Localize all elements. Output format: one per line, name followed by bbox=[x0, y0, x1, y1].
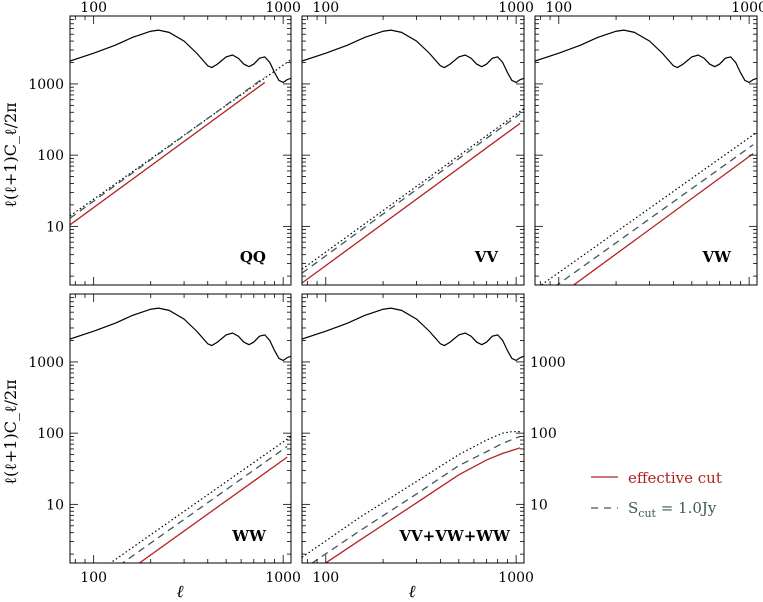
panel-vw: 100 1000 VW bbox=[534, 0, 763, 286]
dotted-series-line bbox=[540, 131, 757, 285]
x-tick-label: 100 bbox=[312, 0, 339, 16]
solid-series-line bbox=[302, 122, 521, 284]
panel-label: WW bbox=[231, 527, 267, 545]
panel-label: VV+VW+WW bbox=[398, 527, 511, 545]
solid-series-line bbox=[138, 456, 288, 563]
x-tick-label: 1000 bbox=[498, 0, 534, 16]
panel-label: QQ bbox=[240, 248, 266, 266]
cmb-spectrum-line bbox=[70, 307, 291, 362]
y-tick-label: 1000 bbox=[28, 77, 64, 93]
legend-scut-rest: = 1.0Jy bbox=[656, 499, 717, 517]
dotted-series-line bbox=[302, 108, 524, 270]
x-tick-label: 100 bbox=[80, 0, 107, 16]
dotted-series-line bbox=[109, 435, 291, 563]
y-tick-label: 100 bbox=[37, 426, 64, 442]
y-tick-label: 10 bbox=[46, 497, 64, 513]
legend: effective cut Scut = 1.0Jy bbox=[591, 469, 722, 520]
plot-area bbox=[70, 29, 291, 226]
dashed-series-line bbox=[302, 113, 521, 274]
solid-series-line bbox=[324, 447, 521, 563]
y-tick-label: 10 bbox=[530, 497, 548, 513]
plot-area bbox=[535, 29, 757, 285]
x-tick-label: 1000 bbox=[731, 0, 763, 16]
panel-frame bbox=[534, 15, 758, 286]
legend-scut-main: S bbox=[628, 499, 638, 517]
legend-scut-sub: cut bbox=[638, 507, 656, 520]
solid-series-line bbox=[70, 81, 266, 226]
dashed-series-line bbox=[311, 435, 521, 563]
y-tick-label: 100 bbox=[37, 148, 64, 164]
x-tick-label: 100 bbox=[80, 570, 107, 586]
panel-vv-vw-ww: 100 1000 10 100 1000 VV+VW+WW bbox=[301, 293, 566, 586]
panel-label: VW bbox=[702, 248, 733, 266]
x-tick-label: 100 bbox=[312, 570, 339, 586]
legend-entry-scut: Scut = 1.0Jy bbox=[628, 499, 717, 520]
y-tick-label: 100 bbox=[530, 426, 557, 442]
panel-frame bbox=[69, 293, 292, 564]
dashed-series-line bbox=[70, 76, 266, 219]
cmb-spectrum-line bbox=[302, 29, 524, 84]
panel-frame bbox=[69, 15, 292, 286]
y-tick-label: 1000 bbox=[530, 355, 566, 371]
panel-frame bbox=[301, 293, 525, 564]
x-tick-label: 1000 bbox=[265, 570, 301, 586]
solid-series-line bbox=[572, 153, 754, 285]
legend-entry-effective-cut: effective cut bbox=[628, 469, 722, 487]
plot-area bbox=[302, 29, 524, 284]
dashed-series-line bbox=[121, 445, 288, 563]
dotted-series-line bbox=[70, 59, 291, 217]
x-tick-label: 1000 bbox=[498, 570, 534, 586]
plot-area bbox=[70, 307, 291, 563]
cmb-spectrum-line bbox=[535, 29, 757, 84]
dotted-series-line bbox=[302, 431, 521, 558]
cmb-spectrum-line bbox=[302, 307, 524, 362]
panel-frame bbox=[301, 15, 525, 286]
panel-ww: 100 1000 10 100 1000 WW bbox=[28, 293, 301, 586]
cmb-spectrum-line bbox=[70, 29, 291, 84]
y-tick-label: 1000 bbox=[28, 355, 64, 371]
x-axis-title-left: ℓ bbox=[176, 582, 183, 602]
panel-vv: 100 1000 VV bbox=[301, 0, 534, 286]
y-axis-title-top: ℓ(ℓ+1)C_ℓ/2π bbox=[1, 102, 20, 207]
x-axis-title-right: ℓ bbox=[408, 582, 415, 602]
plot-area bbox=[302, 307, 524, 563]
x-tick-label: 100 bbox=[545, 0, 572, 16]
dashed-series-line bbox=[555, 144, 754, 285]
x-tick-label: 1000 bbox=[265, 0, 301, 16]
y-axis-title-bottom: ℓ(ℓ+1)C_ℓ/2π bbox=[1, 379, 20, 484]
y-tick-label: 10 bbox=[46, 219, 64, 235]
panel-label: VV bbox=[474, 248, 499, 266]
panel-qq: 100 1000 10 100 1000 QQ bbox=[28, 0, 301, 286]
